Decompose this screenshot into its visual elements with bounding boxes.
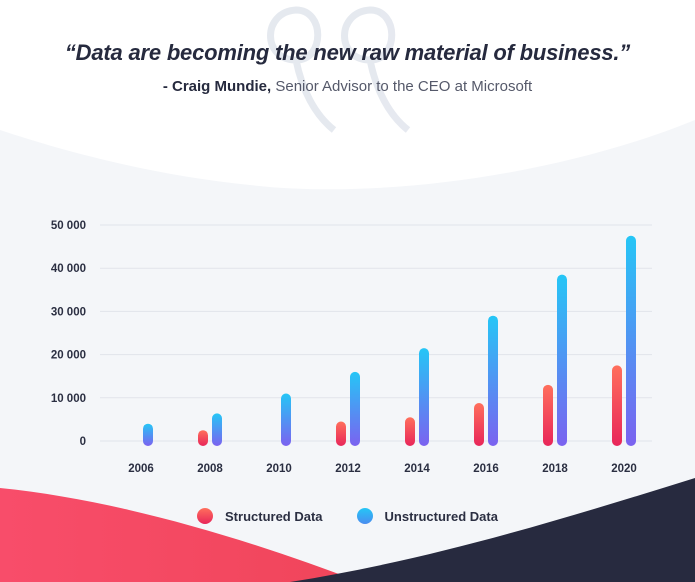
bar-unstructured-2008: [212, 413, 222, 446]
bar-unstructured-2014: [419, 348, 429, 446]
legend-item-structured[interactable]: Structured Data: [197, 508, 323, 524]
x-tick-label: 2016: [473, 463, 499, 475]
bar-structured-2018: [543, 384, 553, 446]
bar-structured-2008: [198, 430, 208, 446]
bar-unstructured-2006: [143, 423, 153, 446]
legend-item-unstructured[interactable]: Unstructured Data: [356, 508, 498, 524]
footer-red-sweep: [0, 488, 360, 582]
legend-label-unstructured: Unstructured Data: [384, 508, 498, 524]
bar-structured-2012: [336, 421, 346, 446]
x-tick-label: 2010: [266, 463, 292, 475]
bar-structured-2020: [612, 365, 622, 446]
legend-swatch-structured: [197, 508, 214, 524]
y-tick-label: 40 000: [51, 263, 86, 275]
y-tick-label: 30 000: [51, 306, 86, 318]
bar-structured-2016: [474, 402, 484, 446]
bar-unstructured-2012: [350, 371, 360, 446]
quote-author: - Craig Mundie,: [162, 78, 272, 95]
x-tick-label: 2012: [335, 463, 361, 475]
legend-swatch-unstructured: [356, 508, 373, 524]
bar-unstructured-2018: [557, 274, 567, 446]
y-tick-label: 10 000: [51, 393, 86, 405]
quote-mark-decoration: [267, 6, 411, 133]
attribution: - Craig Mundie, Senior Advisor to the CE…: [0, 78, 695, 95]
legend-label-structured: Structured Data: [225, 508, 323, 524]
footer-dark-sweep: [290, 478, 695, 582]
x-axis-ticks: 2006 2008 2010 2012 2014 2016 2018 2020: [128, 463, 637, 475]
author-role: Senior Advisor to the CEO at Microsoft: [271, 78, 533, 95]
x-tick-label: 2008: [197, 463, 223, 475]
header-band: [0, 0, 695, 190]
x-tick-label: 2006: [128, 463, 154, 475]
y-axis-ticks: 0 10 000 20 000 30 000 40 000 50 000: [51, 220, 86, 448]
bar-structured-2014: [405, 417, 415, 446]
bar-unstructured-2020: [626, 235, 636, 446]
bars: [143, 235, 636, 446]
x-tick-label: 2018: [542, 463, 568, 475]
y-tick-label: 50 000: [51, 220, 86, 232]
grid-lines: [100, 224, 652, 442]
x-tick-label: 2014: [404, 463, 430, 475]
legend: Structured Data Unstructured Data: [0, 508, 695, 524]
y-tick-label: 0: [80, 436, 86, 448]
y-tick-label: 20 000: [51, 350, 86, 362]
quote-text: “Data are becoming the new raw material …: [64, 40, 631, 65]
bar-unstructured-2010: [281, 393, 291, 446]
bar-unstructured-2016: [488, 315, 498, 446]
x-tick-label: 2020: [611, 463, 637, 475]
